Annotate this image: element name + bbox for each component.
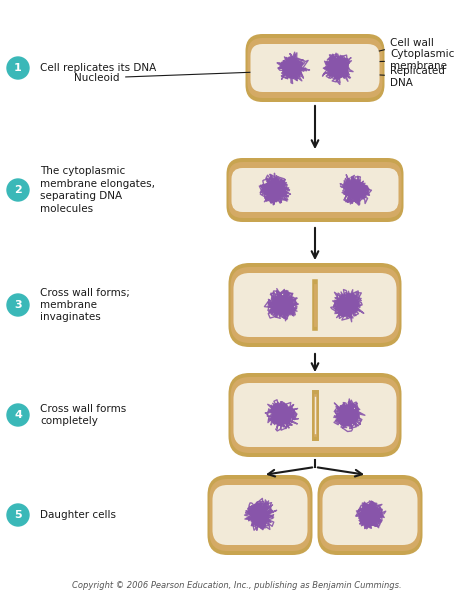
Text: 1: 1 bbox=[14, 63, 22, 73]
FancyBboxPatch shape bbox=[319, 479, 420, 551]
Text: 3: 3 bbox=[14, 300, 22, 310]
FancyBboxPatch shape bbox=[297, 267, 400, 343]
Text: Cross wall forms;
membrane
invaginates: Cross wall forms; membrane invaginates bbox=[40, 288, 130, 322]
FancyBboxPatch shape bbox=[228, 373, 336, 457]
Text: 5: 5 bbox=[14, 510, 22, 520]
FancyBboxPatch shape bbox=[231, 168, 399, 212]
Circle shape bbox=[7, 294, 29, 316]
FancyBboxPatch shape bbox=[228, 263, 336, 347]
FancyBboxPatch shape bbox=[294, 263, 401, 347]
Text: Daughter cells: Daughter cells bbox=[40, 510, 116, 520]
FancyBboxPatch shape bbox=[300, 383, 396, 447]
FancyBboxPatch shape bbox=[294, 373, 401, 457]
Text: Cell wall: Cell wall bbox=[370, 38, 434, 53]
Circle shape bbox=[7, 504, 29, 526]
Text: 4: 4 bbox=[14, 410, 22, 420]
FancyBboxPatch shape bbox=[212, 485, 308, 545]
FancyBboxPatch shape bbox=[234, 273, 330, 337]
Text: Replicated
DNA: Replicated DNA bbox=[346, 66, 445, 88]
FancyBboxPatch shape bbox=[250, 44, 380, 92]
Circle shape bbox=[7, 179, 29, 201]
Text: Cross wall forms
completely: Cross wall forms completely bbox=[40, 404, 126, 426]
FancyBboxPatch shape bbox=[234, 383, 330, 447]
FancyBboxPatch shape bbox=[230, 377, 334, 453]
Text: The cytoplasmic
membrane elongates,
separating DNA
molecules: The cytoplasmic membrane elongates, sepa… bbox=[40, 166, 155, 213]
FancyBboxPatch shape bbox=[230, 267, 334, 343]
FancyBboxPatch shape bbox=[246, 34, 384, 102]
Text: Cell replicates its DNA: Cell replicates its DNA bbox=[40, 63, 156, 73]
Circle shape bbox=[7, 404, 29, 426]
FancyBboxPatch shape bbox=[227, 158, 403, 222]
FancyBboxPatch shape bbox=[208, 475, 312, 555]
FancyBboxPatch shape bbox=[322, 485, 418, 545]
Text: Nucleoid: Nucleoid bbox=[74, 71, 282, 83]
Text: Cytoplasmic
membrane: Cytoplasmic membrane bbox=[370, 49, 455, 71]
Text: Copyright © 2006 Pearson Education, Inc., publishing as Benjamin Cummings.: Copyright © 2006 Pearson Education, Inc.… bbox=[72, 581, 402, 590]
FancyBboxPatch shape bbox=[210, 479, 310, 551]
FancyBboxPatch shape bbox=[297, 377, 400, 453]
FancyBboxPatch shape bbox=[318, 475, 422, 555]
FancyBboxPatch shape bbox=[228, 162, 401, 218]
FancyBboxPatch shape bbox=[300, 273, 396, 337]
Text: 2: 2 bbox=[14, 185, 22, 195]
FancyBboxPatch shape bbox=[247, 38, 383, 98]
Circle shape bbox=[7, 57, 29, 79]
